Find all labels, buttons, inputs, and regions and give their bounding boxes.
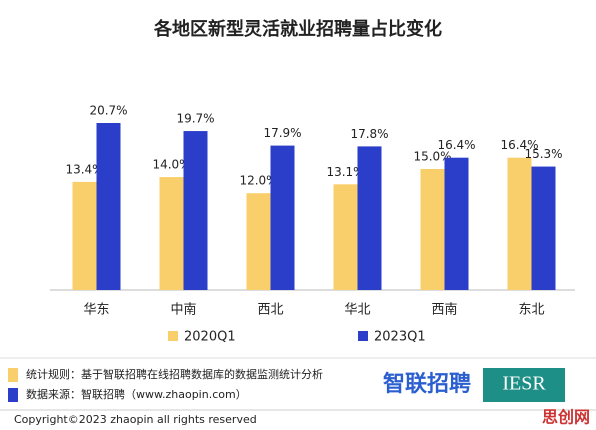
bar	[270, 145, 295, 290]
bar	[531, 166, 556, 290]
bar	[444, 157, 469, 290]
bar	[357, 146, 382, 290]
logo: 智联招聘	[383, 371, 471, 397]
legend-label: 2020Q1	[184, 330, 236, 345]
data-label: 13.1%	[326, 165, 364, 179]
bar	[96, 123, 121, 290]
footer-source: 数据来源：智联招聘（www.zhaopin.com）	[26, 387, 247, 401]
data-label: 17.8%	[350, 127, 388, 141]
bar	[507, 157, 532, 290]
bar	[246, 193, 271, 290]
data-label: 15.3%	[524, 147, 562, 161]
bar	[183, 131, 208, 290]
logo-box	[483, 368, 565, 402]
legend-label: 2023Q1	[374, 330, 426, 345]
x-tick-label: 华东	[83, 303, 109, 318]
data-label: 19.7%	[176, 112, 214, 126]
bar	[333, 184, 358, 290]
x-tick-label: 西南	[431, 302, 457, 318]
chart-title: 各地区新型灵活就业招聘量占比变化	[153, 18, 442, 40]
data-label: 13.4%	[65, 162, 103, 176]
data-label: 14.0%	[152, 158, 190, 172]
data-label: 20.7%	[89, 104, 127, 118]
x-tick-label: 华北	[344, 303, 370, 318]
x-tick-label: 西北	[257, 303, 283, 318]
legend-swatch	[168, 331, 178, 341]
bar	[420, 168, 445, 290]
footer-icon	[8, 368, 18, 382]
data-label: 15.0%	[413, 149, 451, 163]
footer-icon	[8, 388, 18, 402]
footer-rule: 统计规则：基于智联招聘在线招聘数据库的数据监测统计分析	[26, 367, 323, 381]
watermark: 思创网	[542, 408, 590, 427]
bar	[72, 181, 97, 290]
data-label: 12.0%	[239, 174, 277, 188]
data-label: 16.4%	[500, 138, 538, 152]
data-label: 16.4%	[437, 138, 475, 152]
data-label: 17.9%	[263, 126, 301, 140]
logo2: IESR	[502, 373, 546, 395]
x-tick-label: 中南	[170, 302, 196, 318]
bar	[159, 177, 184, 290]
copyright: Copyright©2023 zhaopin all rights reserv…	[14, 413, 257, 426]
x-tick-label: 东北	[518, 303, 544, 318]
legend-swatch	[358, 331, 368, 341]
